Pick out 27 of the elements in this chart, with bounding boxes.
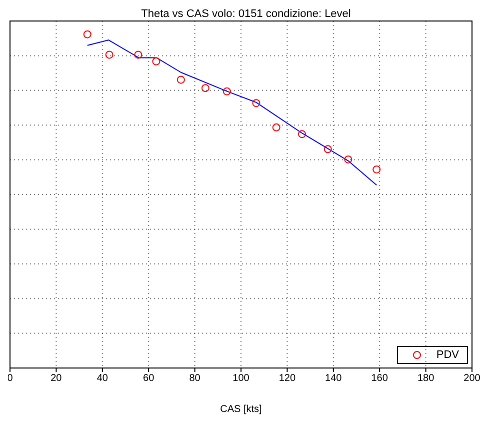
point bbox=[298, 130, 306, 138]
point bbox=[252, 99, 260, 108]
point bbox=[152, 57, 160, 66]
x-tick-label: 100 bbox=[232, 373, 250, 384]
point bbox=[134, 50, 142, 59]
x-tick-label: 140 bbox=[325, 373, 342, 384]
point bbox=[105, 50, 114, 59]
x-tick-label: 60 bbox=[143, 373, 155, 384]
legend-label: PDV bbox=[436, 349, 459, 361]
x-tick-label: 0 bbox=[7, 373, 14, 384]
x-tick-label: 40 bbox=[96, 373, 108, 384]
point bbox=[344, 155, 352, 164]
x-tick-label: 180 bbox=[417, 373, 435, 384]
x-tick-label: 160 bbox=[371, 373, 388, 384]
chart-title: Theta vs CAS volo: 0151 condizione: Level bbox=[141, 8, 351, 20]
point bbox=[272, 123, 280, 132]
point bbox=[372, 165, 381, 174]
point bbox=[222, 87, 231, 96]
x-tick-label: 20 bbox=[50, 373, 62, 384]
point bbox=[176, 76, 185, 84]
x-tick-label: 120 bbox=[278, 373, 296, 384]
x-tick-label: 200 bbox=[464, 373, 481, 384]
point bbox=[201, 84, 210, 92]
point bbox=[83, 30, 92, 38]
x-axis-title: CAS [kts] bbox=[220, 404, 262, 415]
point bbox=[324, 145, 332, 154]
x-tick-label: 80 bbox=[189, 373, 201, 384]
